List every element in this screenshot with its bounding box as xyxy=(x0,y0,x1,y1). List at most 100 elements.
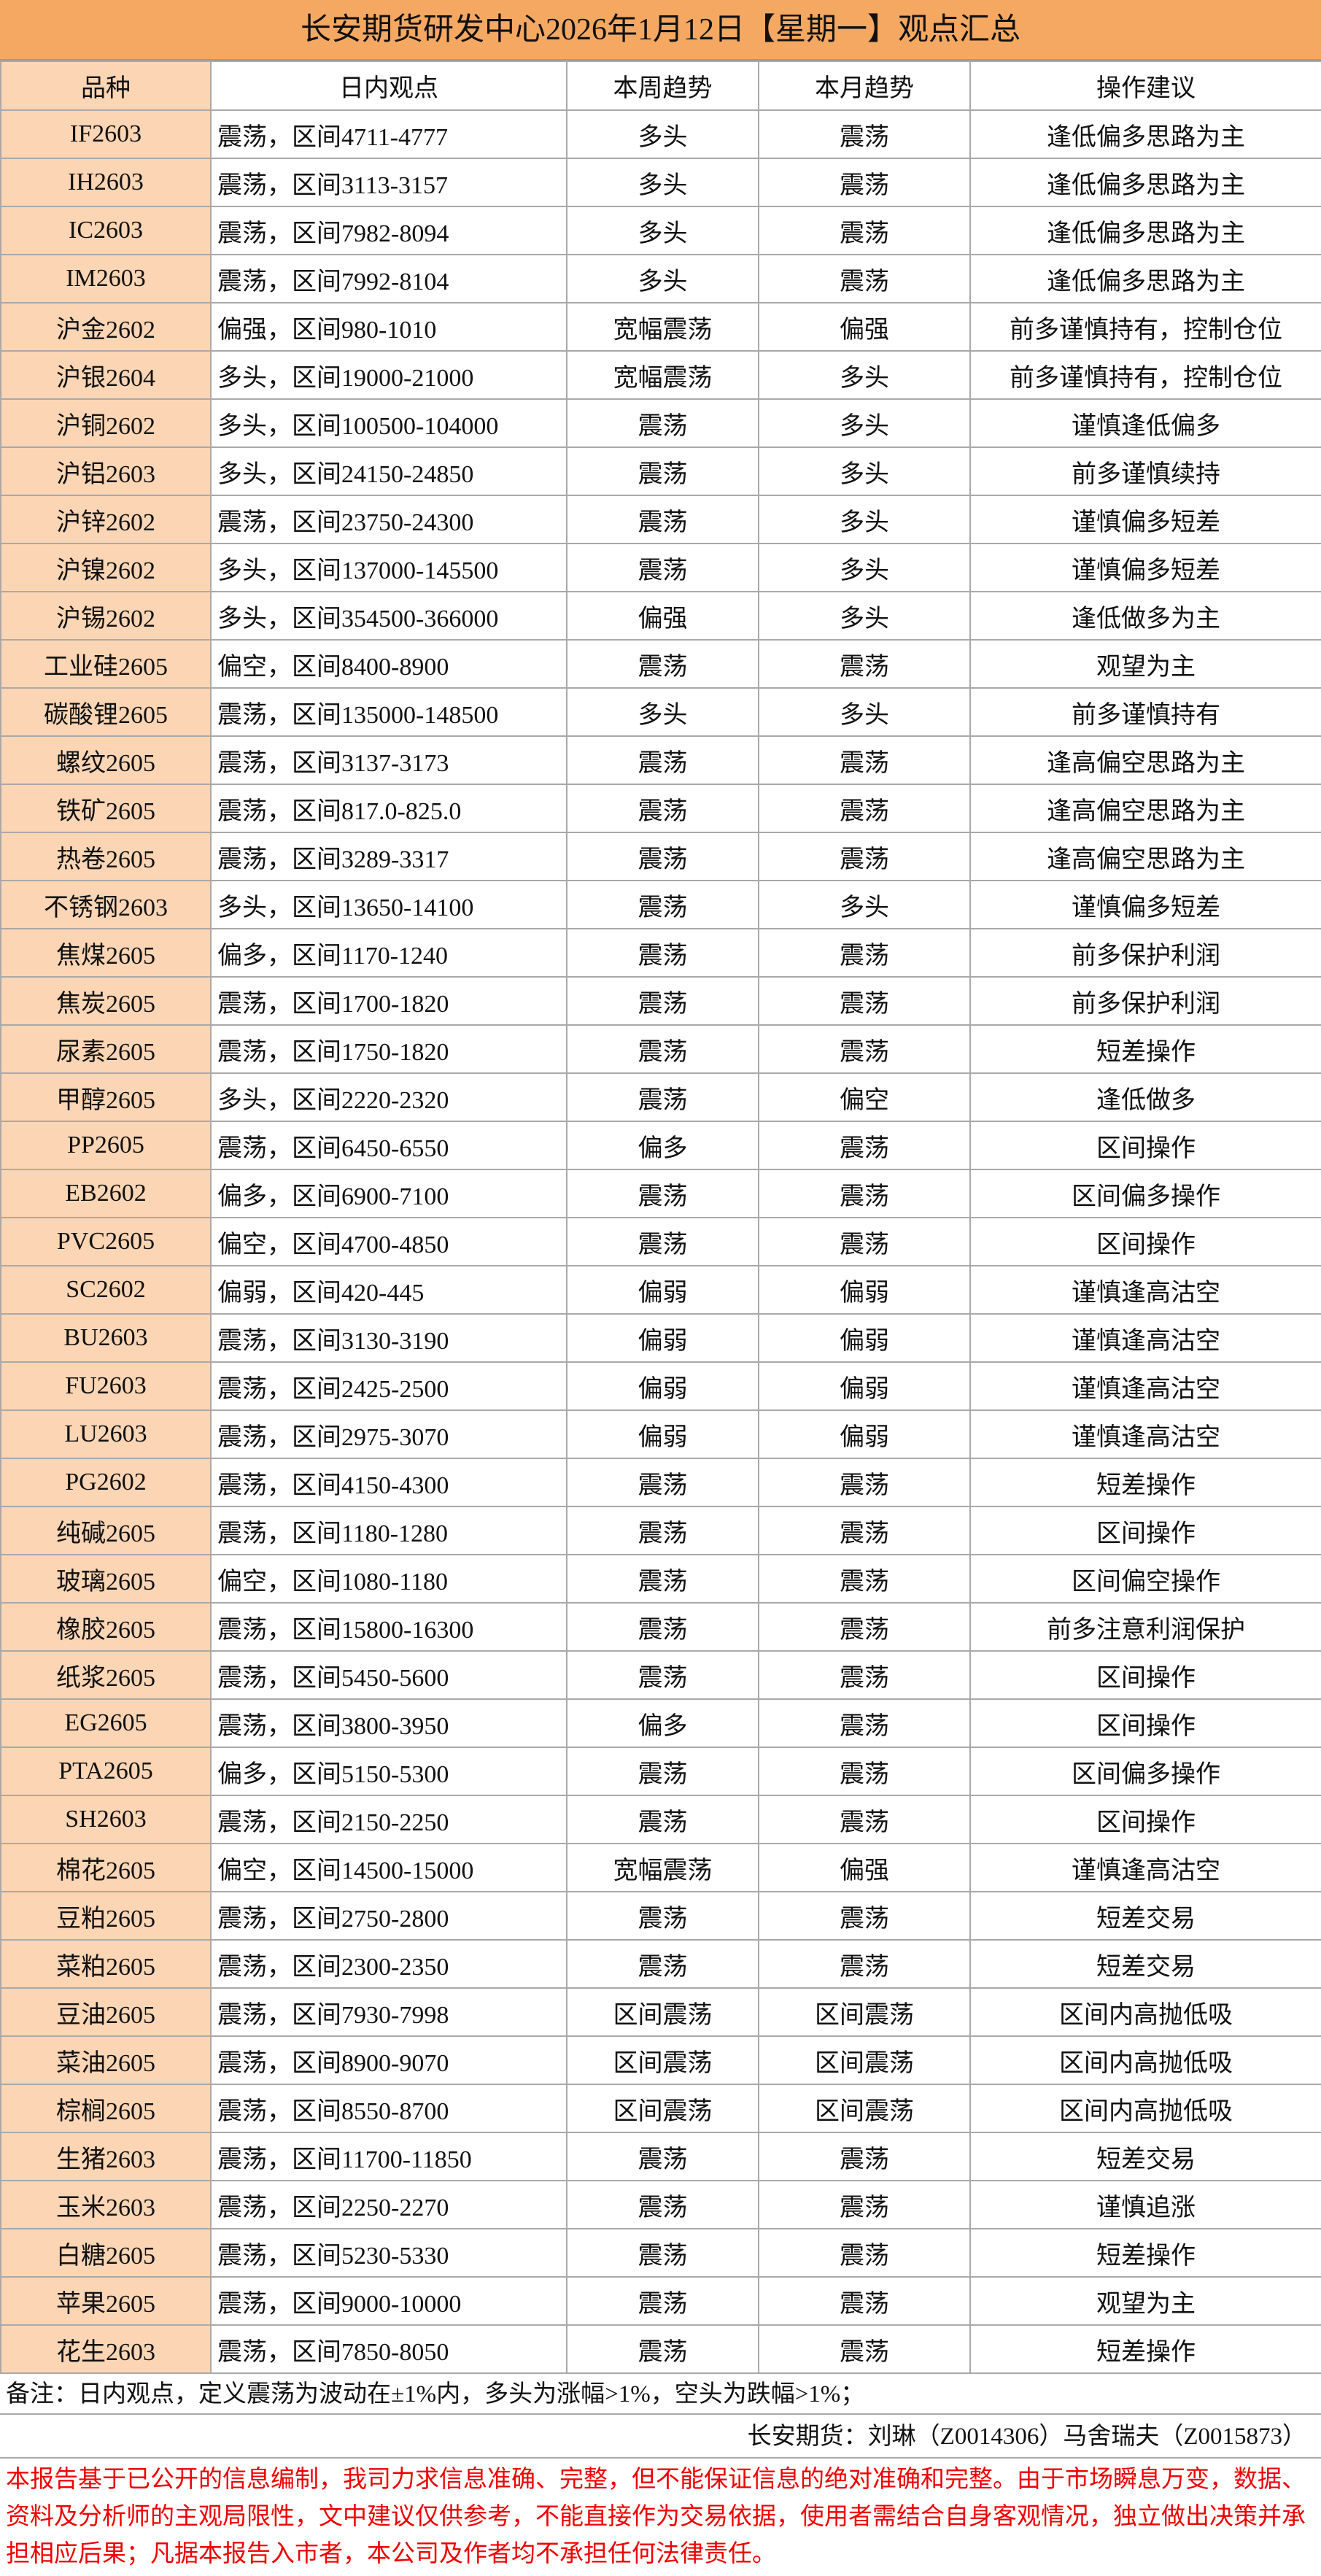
table-cell: 谨慎逢高沽空 xyxy=(969,1313,1321,1363)
column-header: 本周趋势 xyxy=(566,61,759,111)
table-cell: 震荡 xyxy=(758,639,971,689)
table-cell: 震荡，区间15800-16300 xyxy=(210,1602,567,1652)
table-cell: 区间操作 xyxy=(969,1217,1321,1266)
table-row: SH2603 震荡，区间2150-2250 震荡 震荡 区间操作 xyxy=(0,1795,1321,1844)
table-cell: 震荡 xyxy=(758,928,971,978)
table-cell: 震荡，区间4711-4777 xyxy=(210,109,567,159)
table-cell: 多头 xyxy=(758,687,971,737)
table-cell: 偏多，区间1170-1240 xyxy=(210,928,567,978)
table-cell: 多头 xyxy=(758,543,971,592)
table-row: 菜油2605 震荡，区间8900-9070 区间震荡 区间震荡 区间内高抛低吸 xyxy=(0,2035,1321,2085)
table-cell: 多头，区间137000-145500 xyxy=(210,543,567,592)
table-cell: 震荡，区间3130-3190 xyxy=(210,1313,567,1363)
table-cell: 震荡 xyxy=(758,2180,971,2229)
table-cell: 震荡，区间3289-3317 xyxy=(210,832,567,881)
table-cell: 棕榈2605 xyxy=(0,2084,212,2133)
table-cell: 沪铜2602 xyxy=(0,398,212,448)
table-cell: 多头，区间100500-104000 xyxy=(210,398,567,448)
table-cell: 震荡 xyxy=(566,1506,759,1555)
table-cell: EB2602 xyxy=(0,1169,212,1218)
column-header: 操作建议 xyxy=(969,61,1321,111)
table-cell: 甲醇2605 xyxy=(0,1072,212,1122)
table-cell: 焦炭2605 xyxy=(0,976,212,1026)
table-cell: 玉米2603 xyxy=(0,2180,212,2229)
table-cell: 震荡，区间7930-7998 xyxy=(210,1987,567,2037)
table-row: 沪镍2602 多头，区间137000-145500 震荡 多头 谨慎偏多短差 xyxy=(0,543,1321,592)
table-cell: 棉花2605 xyxy=(0,1843,212,1892)
table-cell: 震荡 xyxy=(758,1602,971,1652)
table-cell: 偏弱，区间420-445 xyxy=(210,1265,567,1315)
table-cell: 震荡 xyxy=(566,976,759,1026)
table-row: 螺纹2605 震荡，区间3137-3173 震荡 震荡 逢高偏空思路为主 xyxy=(0,735,1321,785)
table-row: IF2603 震荡，区间4711-4777 多头 震荡 逢低偏多思路为主 xyxy=(0,109,1321,159)
table-cell: 区间偏多操作 xyxy=(969,1169,1321,1218)
table-cell: PVC2605 xyxy=(0,1217,212,1266)
table-cell: 不锈钢2603 xyxy=(0,880,212,929)
table-cell: 纯碱2605 xyxy=(0,1506,212,1555)
table-cell: 震荡 xyxy=(758,1939,971,1989)
table-row: EG2605 震荡，区间3800-3950 偏多 震荡 区间操作 xyxy=(0,1698,1321,1748)
table-row: IH2603 震荡，区间3113-3157 多头 震荡 逢低偏多思路为主 xyxy=(0,158,1321,207)
table-cell: 偏强，区间980-1010 xyxy=(210,302,567,352)
table-cell: 震荡 xyxy=(566,1650,759,1700)
table-row: 棉花2605 偏空，区间14500-15000 宽幅震荡 偏强 谨慎逢高沽空 xyxy=(0,1843,1321,1892)
views-table: 品种 日内观点 本周趋势 本月趋势 操作建议 IF2603 震荡，区间4711-4777 多… xyxy=(0,61,1321,2374)
table-cell: 震荡 xyxy=(566,1747,759,1796)
table-cell: 逢低偏多思路为主 xyxy=(969,206,1321,255)
table-cell: 多头 xyxy=(566,254,759,303)
table-cell: 震荡，区间2975-3070 xyxy=(210,1409,567,1459)
table-cell: 区间内高抛低吸 xyxy=(969,2035,1321,2085)
table-cell: 多头，区间2220-2320 xyxy=(210,1072,567,1122)
table-cell: 前多谨慎持有，控制仓位 xyxy=(969,302,1321,352)
disclaimer: 本报告基于已公开的信息编制，我司力求信息准确、完整，但不能保证信息的绝对准确和完… xyxy=(6,2467,1306,2567)
note: 备注：日内观点，定义震荡为波动在±1%内，多头为涨幅>1%，空头为跌幅>1%； xyxy=(0,2374,1321,2415)
table-cell: 震荡 xyxy=(566,1939,759,1989)
table-cell: 谨慎逢高沽空 xyxy=(969,1843,1321,1892)
table-cell: 震荡 xyxy=(566,1217,759,1266)
table-cell: 震荡 xyxy=(566,1072,759,1122)
table-cell: 生猪2603 xyxy=(0,2132,212,2181)
table-cell: 震荡，区间5450-5600 xyxy=(210,1650,567,1700)
table-cell: 玻璃2605 xyxy=(0,1554,212,1604)
table-cell: 铁矿2605 xyxy=(0,784,212,833)
table-cell: SH2603 xyxy=(0,1795,212,1844)
table-cell: 震荡 xyxy=(566,2180,759,2229)
table-row: 甲醇2605 多头，区间2220-2320 震荡 偏空 逢低做多 xyxy=(0,1072,1321,1122)
table-cell: 偏弱 xyxy=(758,1361,971,1411)
table-cell: 区间震荡 xyxy=(758,1987,971,2037)
table-cell: 偏弱 xyxy=(566,1265,759,1315)
table-cell: 谨慎逢高沽空 xyxy=(969,1361,1321,1411)
table-body: IF2603 震荡，区间4711-4777 多头 震荡 逢低偏多思路为主 IH2603 震荡… xyxy=(0,109,1321,2374)
table-cell: 震荡，区间23750-24300 xyxy=(210,495,567,544)
table-cell: 震荡，区间3800-3950 xyxy=(210,1698,567,1748)
table-cell: 短差操作 xyxy=(969,2324,1321,2374)
table-cell: 震荡 xyxy=(566,2132,759,2181)
table-cell: 谨慎偏多短差 xyxy=(969,880,1321,929)
table-cell: 震荡，区间2250-2270 xyxy=(210,2180,567,2229)
table-cell: 区间震荡 xyxy=(758,2084,971,2133)
table-cell: 震荡，区间1180-1280 xyxy=(210,1506,567,1555)
table-cell: 震荡 xyxy=(758,2228,971,2278)
table-cell: 观望为主 xyxy=(969,639,1321,689)
table-cell: 前多保护利润 xyxy=(969,976,1321,1026)
table-cell: IH2603 xyxy=(0,158,212,207)
table-cell: 偏空，区间8400-8900 xyxy=(210,639,567,689)
table-cell: 震荡 xyxy=(758,1795,971,1844)
table-cell: 偏弱 xyxy=(566,1313,759,1363)
header-row: 品种 日内观点 本周趋势 本月趋势 操作建议 xyxy=(0,61,1321,111)
table-cell: PTA2605 xyxy=(0,1747,212,1796)
table-cell: 区间偏多操作 xyxy=(969,1747,1321,1796)
table-cell: 前多注意利润保护 xyxy=(969,1602,1321,1652)
table-cell: 谨慎逢低偏多 xyxy=(969,398,1321,448)
table-cell: 逢高偏空思路为主 xyxy=(969,784,1321,833)
table-cell: 多头，区间354500-366000 xyxy=(210,591,567,641)
table-cell: 多头 xyxy=(566,206,759,255)
table-row: IM2603 震荡，区间7992-8104 多头 震荡 逢低偏多思路为主 xyxy=(0,254,1321,303)
table-cell: 多头 xyxy=(758,446,971,496)
table-cell: 震荡 xyxy=(758,1698,971,1748)
table-cell: 谨慎逢高沽空 xyxy=(969,1265,1321,1315)
table-row: BU2603 震荡，区间3130-3190 偏弱 偏弱 谨慎逢高沽空 xyxy=(0,1313,1321,1363)
table-row: 纸浆2605 震荡，区间5450-5600 震荡 震荡 区间操作 xyxy=(0,1650,1321,1700)
table-cell: 沪锡2602 xyxy=(0,591,212,641)
